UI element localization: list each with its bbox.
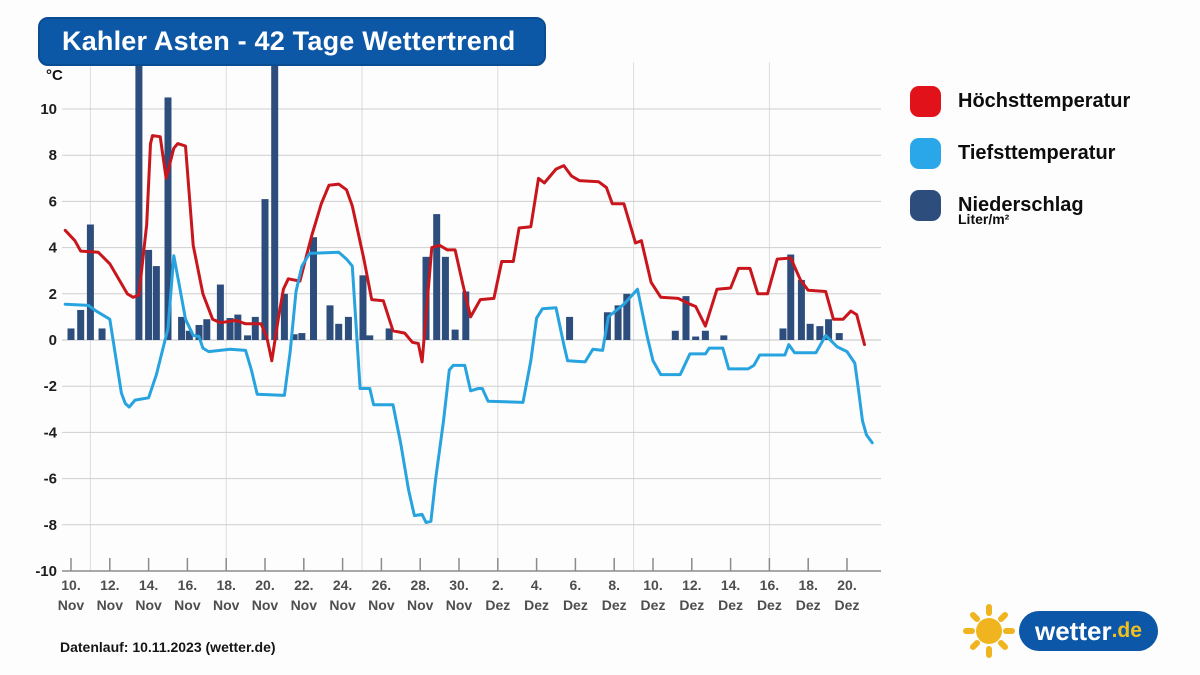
svg-text:Nov: Nov [135,597,162,613]
svg-text:-2: -2 [44,378,57,395]
svg-text:Dez: Dez [485,597,510,613]
logo-pill: wetter .de [1019,611,1158,651]
min-temp-line [63,250,874,524]
max-temp-line [63,134,866,364]
svg-text:14.: 14. [721,577,740,593]
x-axis: 10. Nov 12. Nov 14. Nov 16. Nov 18. Nov 20. Nov 22. N… [58,558,881,613]
svg-text:4: 4 [49,240,58,257]
svg-text:Dez: Dez [718,597,743,613]
svg-text:Dez: Dez [796,597,821,613]
svg-text:8: 8 [49,147,57,164]
svg-text:24.: 24. [333,577,352,593]
svg-text:6.: 6. [570,577,582,593]
svg-text:10.: 10. [643,577,662,593]
data-run-note: Datenlauf: 10.11.2023 (wetter.de) [60,639,276,655]
y-axis-labels: 10 8 6 4 2 0 -2 -4 -6 -8 -10 [35,101,57,580]
svg-text:Nov: Nov [407,597,434,613]
legend-label-min-temp: Tiefsttemperatur [958,142,1116,164]
svg-text:-4: -4 [44,424,58,441]
svg-text:Nov: Nov [368,597,395,613]
svg-text:Dez: Dez [602,597,627,613]
svg-text:20.: 20. [255,577,274,593]
svg-text:22.: 22. [294,577,313,593]
logo-brand-text: wetter [1035,615,1112,646]
svg-text:20.: 20. [837,577,856,593]
svg-text:30.: 30. [449,577,468,593]
chart-title-ribbon: Kahler Asten - 42 Tage Wettertrend [38,17,546,66]
min-temp-swatch-icon [910,138,941,169]
svg-text:Nov: Nov [329,597,356,613]
y-axis-unit-label: °C [46,67,63,84]
svg-text:Nov: Nov [58,597,85,613]
legend: Höchsttemperatur Tiefsttemperatur Nieder… [910,86,1130,227]
logo-tld-text: .de [1111,619,1142,642]
svg-text:14.: 14. [139,577,158,593]
svg-text:12.: 12. [100,577,119,593]
chart-title: Kahler Asten - 42 Tage Wettertrend [62,26,516,56]
legend-item-precipitation: Niederschlag [910,190,1130,221]
svg-text:2: 2 [49,286,57,303]
svg-text:Dez: Dez [524,597,549,613]
svg-text:10.: 10. [61,577,80,593]
svg-text:Nov: Nov [174,597,201,613]
precipitation-bars [67,64,843,340]
svg-text:26.: 26. [372,577,391,593]
svg-text:Dez: Dez [641,597,666,613]
svg-text:28.: 28. [410,577,429,593]
legend-label-max-temp: Höchsttemperatur [958,90,1131,112]
svg-text:8.: 8. [608,577,620,593]
svg-text:Nov: Nov [252,597,279,613]
precipitation-unit-label: Liter/m² [958,211,1010,227]
svg-text:Nov: Nov [97,597,124,613]
svg-text:Nov: Nov [213,597,240,613]
svg-text:-6: -6 [44,471,57,488]
svg-text:-8: -8 [44,517,57,534]
svg-text:Dez: Dez [563,597,588,613]
svg-text:10: 10 [40,101,57,118]
svg-text:12.: 12. [682,577,701,593]
svg-text:2.: 2. [492,577,504,593]
precipitation-swatch-icon [910,190,941,221]
svg-text:Dez: Dez [679,597,704,613]
svg-text:0: 0 [49,332,57,349]
svg-text:Dez: Dez [757,597,782,613]
svg-text:Dez: Dez [835,597,860,613]
max-temp-swatch-icon [910,86,941,117]
wetter-de-logo: wetter .de [963,604,1158,658]
svg-text:-10: -10 [35,563,57,580]
legend-label-precipitation: Niederschlag [958,194,1084,216]
svg-text:6: 6 [49,193,57,210]
svg-text:Nov: Nov [291,597,318,613]
svg-text:16.: 16. [760,577,779,593]
svg-text:4.: 4. [531,577,543,593]
vertical-gridlines [89,62,770,571]
svg-text:Nov: Nov [446,597,473,613]
svg-text:16.: 16. [178,577,197,593]
legend-item-min-temp: Tiefsttemperatur [910,138,1130,169]
sun-icon [963,604,1015,658]
legend-item-max-temp: Höchsttemperatur [910,86,1130,117]
svg-text:18.: 18. [216,577,235,593]
svg-text:18.: 18. [798,577,817,593]
